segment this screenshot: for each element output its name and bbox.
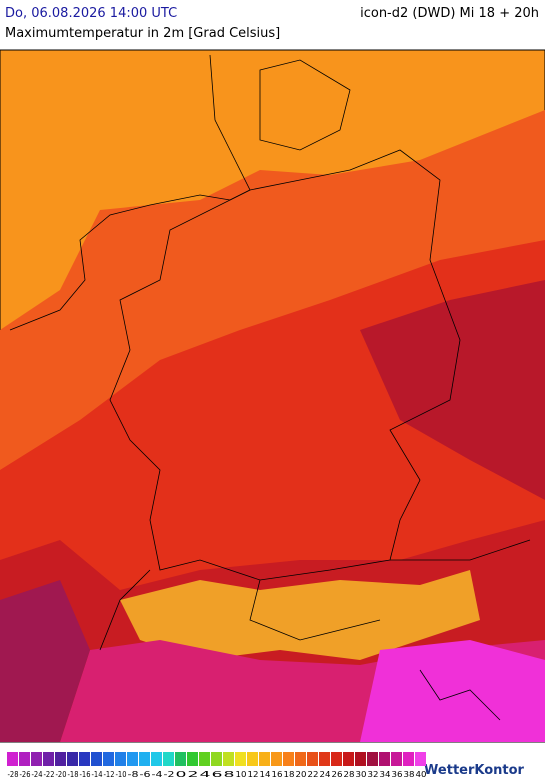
legend-swatch bbox=[259, 752, 270, 766]
legend-swatch bbox=[367, 752, 378, 766]
legend-swatch bbox=[7, 752, 18, 766]
legend-swatch bbox=[343, 752, 354, 766]
legend-swatch bbox=[103, 752, 114, 766]
legend-label: 24 bbox=[320, 770, 331, 779]
legend-label: -16 bbox=[80, 770, 91, 779]
legend-swatch bbox=[379, 752, 390, 766]
legend-swatch bbox=[151, 752, 162, 766]
legend-label: 36 bbox=[392, 770, 403, 779]
legend-label: 26 bbox=[332, 770, 343, 779]
legend-label: -10 bbox=[116, 770, 127, 779]
legend-swatch bbox=[331, 752, 342, 766]
legend-label: 34 bbox=[380, 770, 391, 779]
datetime: Do, 06.08.2026 14:00 UTC bbox=[5, 6, 178, 21]
legend-swatch bbox=[319, 752, 330, 766]
legend-label: 2 bbox=[188, 770, 199, 779]
legend-label: 8 bbox=[224, 770, 235, 779]
legend-swatch bbox=[283, 752, 294, 766]
legend-swatch bbox=[403, 752, 414, 766]
legend-swatch bbox=[139, 752, 150, 766]
legend-label: -14 bbox=[92, 770, 103, 779]
legend-label: 4 bbox=[200, 770, 211, 779]
legend-label: 18 bbox=[284, 770, 295, 779]
legend-swatch bbox=[415, 752, 426, 766]
legend-label: 10 bbox=[236, 770, 247, 779]
legend-label: 32 bbox=[368, 770, 379, 779]
temp-field bbox=[0, 580, 90, 742]
legend-label: -4 bbox=[152, 770, 163, 779]
legend-label: -6 bbox=[140, 770, 151, 779]
legend-label: -26 bbox=[20, 770, 31, 779]
legend-label: 14 bbox=[260, 770, 271, 779]
legend-swatch bbox=[91, 752, 102, 766]
legend-label: 0 bbox=[176, 770, 187, 779]
legend-swatch bbox=[199, 752, 210, 766]
legend-label: 28 bbox=[344, 770, 355, 779]
legend-label: 6 bbox=[212, 770, 223, 779]
legend-swatch bbox=[307, 752, 318, 766]
legend-swatch bbox=[211, 752, 222, 766]
legend-swatch bbox=[127, 752, 138, 766]
legend-swatch bbox=[391, 752, 402, 766]
legend-swatch bbox=[115, 752, 126, 766]
legend-swatch bbox=[247, 752, 258, 766]
legend-swatch bbox=[79, 752, 90, 766]
legend-label: -24 bbox=[32, 770, 43, 779]
legend-swatch bbox=[355, 752, 366, 766]
legend-label: -28 bbox=[8, 770, 19, 779]
legend-swatch bbox=[295, 752, 306, 766]
brand: WetterKontor bbox=[424, 763, 525, 778]
legend-swatch bbox=[175, 752, 186, 766]
legend-label: 22 bbox=[308, 770, 319, 779]
legend-swatch bbox=[187, 752, 198, 766]
alps bbox=[120, 570, 480, 660]
model-run: icon-d2 (DWD) Mi 18 + 20h bbox=[360, 6, 539, 21]
legend-label: 40 bbox=[416, 770, 427, 779]
legend-swatch bbox=[163, 752, 174, 766]
legend-label: 38 bbox=[404, 770, 415, 779]
legend-swatch bbox=[223, 752, 234, 766]
legend-swatch bbox=[67, 752, 78, 766]
legend-label: -8 bbox=[128, 770, 139, 779]
legend-label: 20 bbox=[296, 770, 307, 779]
legend-swatch bbox=[19, 752, 30, 766]
legend-swatch bbox=[43, 752, 54, 766]
temp-field bbox=[360, 640, 545, 742]
legend-swatch bbox=[55, 752, 66, 766]
borders bbox=[9, 54, 531, 721]
legend-label: 16 bbox=[272, 770, 283, 779]
legend-label: -20 bbox=[56, 770, 67, 779]
legend-swatch bbox=[271, 752, 282, 766]
legend-label: -2 bbox=[164, 770, 175, 779]
legend-label: -12 bbox=[104, 770, 115, 779]
legend-swatch bbox=[31, 752, 42, 766]
legend-label: -22 bbox=[44, 770, 55, 779]
temp-field bbox=[360, 280, 545, 500]
legend-label: 30 bbox=[356, 770, 367, 779]
legend-label: 12 bbox=[248, 770, 259, 779]
legend-label: -18 bbox=[68, 770, 79, 779]
legend: WetterKontor -28 -26 -24 -22 -20 -18 -16 -14 -12… bbox=[7, 752, 525, 779]
map-title: Maximumtemperatur in 2m [Grad Celsius] bbox=[5, 26, 281, 41]
legend-swatch bbox=[235, 752, 246, 766]
